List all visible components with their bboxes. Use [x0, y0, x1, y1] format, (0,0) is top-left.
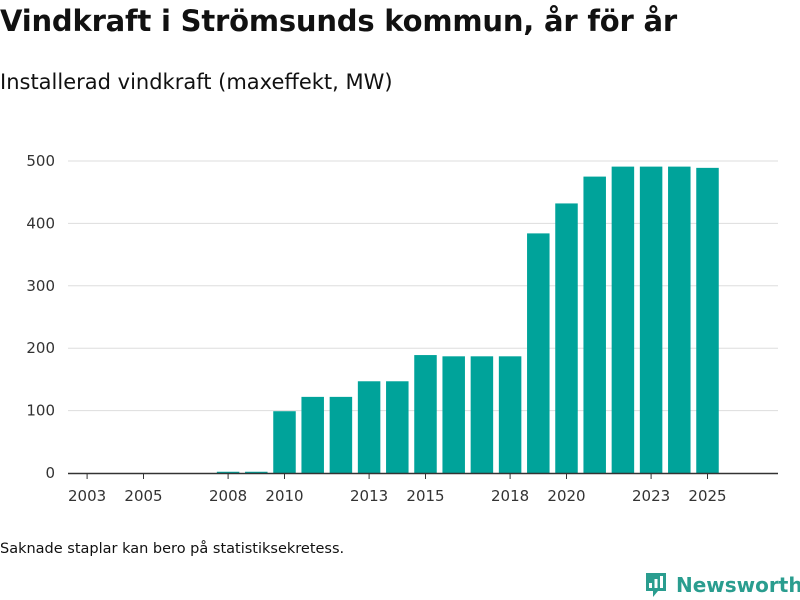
chart-subtitle: Installerad vindkraft (maxeffekt, MW): [0, 70, 393, 94]
x-tick-label: 2023: [632, 487, 670, 505]
y-tick-label: 100: [26, 402, 55, 420]
bar: [555, 203, 578, 473]
chart-title: Vindkraft i Strömsunds kommun, år för år: [0, 4, 677, 38]
bar: [611, 166, 635, 473]
bar: [442, 356, 465, 473]
newsworthy-logo: Newsworthy: [644, 570, 800, 600]
bar: [329, 396, 353, 473]
bar: [245, 471, 268, 473]
bar-chart: 0 100 200 300 400 500 2003 2005 2008 2010 2013 2015…: [26, 152, 778, 505]
bar: [470, 356, 494, 473]
newsworthy-logo-text: Newsworthy: [676, 573, 800, 597]
y-tick-label: 500: [26, 152, 55, 170]
bar: [273, 411, 296, 473]
bar: [583, 176, 606, 473]
bar: [386, 381, 409, 473]
bar: [668, 166, 691, 473]
bar: [357, 381, 381, 473]
bar: [414, 355, 437, 473]
y-tick-label: 0: [45, 464, 55, 482]
bar: [639, 166, 663, 473]
x-tick-label: 2005: [124, 487, 162, 505]
x-tick-label: 2008: [209, 487, 247, 505]
x-tick-label: 2018: [491, 487, 529, 505]
footnote: Saknade staplar kan bero på statistiksek…: [0, 541, 345, 557]
y-tick-label: 300: [26, 277, 55, 295]
x-tick-label: 2025: [688, 487, 726, 505]
bar: [216, 471, 240, 473]
x-tick-label: 2003: [68, 487, 106, 505]
newsworthy-logo-icon: [646, 573, 666, 597]
x-tick-label: 2010: [265, 487, 303, 505]
y-tick-label: 400: [26, 214, 55, 232]
y-tick-label: 200: [26, 339, 55, 357]
x-tick-label: 2020: [547, 487, 585, 505]
bar: [696, 167, 719, 473]
bar: [498, 356, 522, 473]
bar: [527, 233, 550, 473]
x-tick-label: 2013: [350, 487, 388, 505]
bar: [301, 396, 324, 473]
x-tick-label: 2015: [406, 487, 444, 505]
